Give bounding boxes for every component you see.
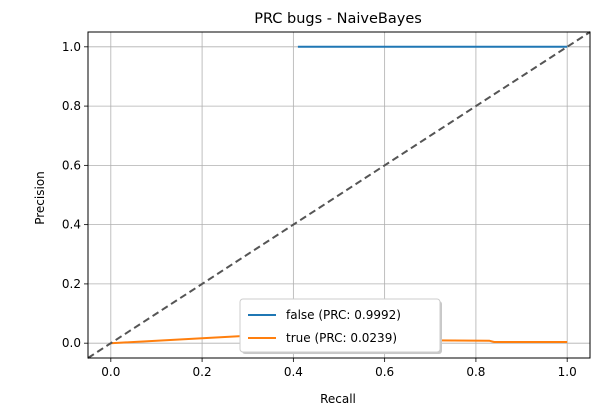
reference-diagonal <box>87 31 591 359</box>
legend-box <box>239 298 441 353</box>
y-tick-label: 0.2 <box>62 277 81 291</box>
x-tick-label: 0.2 <box>193 365 212 379</box>
y-axis: 0.0 0.2 0.4 0.6 0.8 1.0 <box>62 40 88 350</box>
legend: false (PRC: 0.9992) true (PRC: 0.0239) <box>239 298 442 354</box>
y-axis-label: Precision <box>33 171 47 225</box>
y-tick-label: 1.0 <box>62 40 81 54</box>
y-tick-label: 0.8 <box>62 99 81 113</box>
x-tick-label: 0.0 <box>101 365 120 379</box>
grid <box>88 32 590 358</box>
plot-frame <box>87 31 591 359</box>
y-tick-label: 0.4 <box>62 218 81 232</box>
x-tick-label: 0.6 <box>375 365 394 379</box>
y-tick-label: 0.0 <box>62 336 81 350</box>
x-axis-label: Recall <box>320 392 356 406</box>
chart-title: PRC bugs - NaiveBayes <box>254 11 422 27</box>
x-tick-label: 0.4 <box>284 365 303 379</box>
x-tick-label: 0.8 <box>466 365 485 379</box>
legend-label: false (PRC: 0.9992) <box>286 308 401 322</box>
x-axis: 0.0 0.2 0.4 0.6 0.8 1.0 <box>101 358 577 379</box>
legend-label: true (PRC: 0.0239) <box>286 331 397 345</box>
x-tick-label: 1.0 <box>558 365 577 379</box>
y-tick-label: 0.6 <box>62 158 81 172</box>
